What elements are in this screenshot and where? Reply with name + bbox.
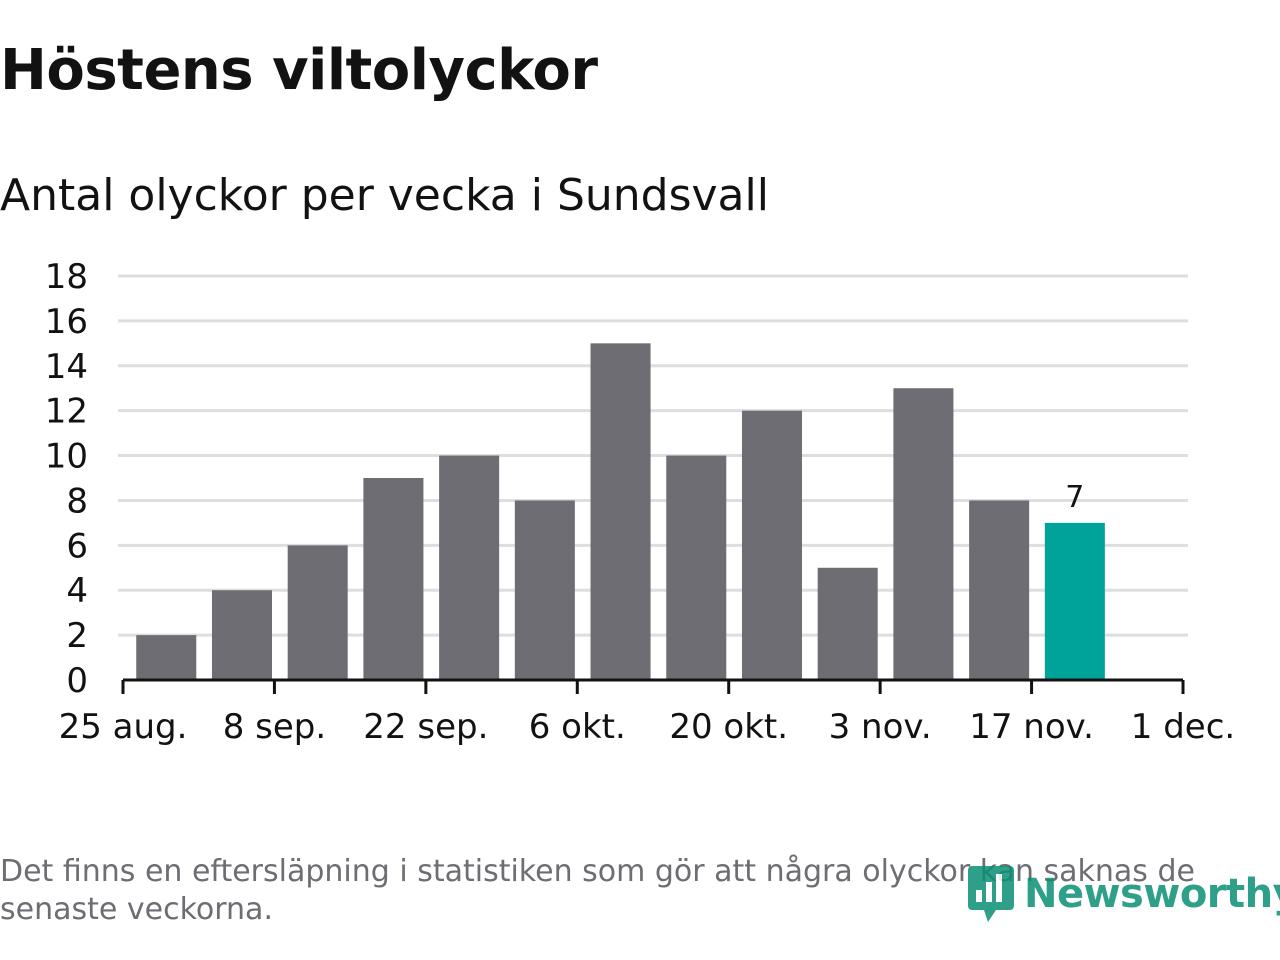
bar-2019-11-24 [1044,522,1105,680]
x-tick-label-2019-11-17: 17 nov. [969,707,1094,747]
y-tick-label-16: 16 [45,302,88,342]
y-tick-label-6: 6 [66,526,88,566]
newsworthy-logo: Newsworthy [966,862,1280,926]
chart-subtitle: Antal olyckor per vecka i Sundsvall [0,170,769,221]
data-label-2019-11-24: 7 [1065,480,1084,515]
bar-2019-09-01 [136,635,197,680]
x-tick-label-2019-10-06: 6 okt. [529,707,626,747]
bar-2019-09-08 [211,590,272,680]
bar-2019-11-17 [969,500,1030,680]
y-tick-label-0: 0 [66,661,88,701]
x-tick-label-2019-10-20: 20 okt. [669,707,788,747]
x-tick-label-2019-11-03: 3 nov. [829,707,932,747]
newsworthy-logo-text: Newsworthy [1024,871,1280,917]
y-tick-label-8: 8 [66,481,88,521]
y-tick-label-18: 18 [45,257,88,297]
bar-chart: 0 2 4 6 810 12 14 16 18 25 aug. 8 sep. 22 sep. 6 ok… [45,257,1236,747]
bar-2019-10-27 [741,410,802,680]
x-tick-label-2019-08-25: 25 aug. [59,707,188,747]
bars [136,343,1105,680]
x-tick-label-2019-09-22: 22 sep. [363,707,488,747]
x-tick-label-2019-09-08: 8 sep. [223,707,326,747]
bar-2019-11-10 [893,388,954,680]
bar-2019-10-06 [514,500,575,680]
y-tick-label-10: 10 [45,437,88,477]
bar-2019-09-29 [439,455,500,680]
bar-2019-09-22 [363,478,424,680]
data-labels: 7 [1065,480,1084,515]
x-axis-tick-labels: 25 aug. 8 sep. 22 sep. 6 okt. 20 okt. 3 nov. 1… [59,707,1236,747]
bar-2019-09-15 [287,545,348,680]
y-axis-tick-labels: 0 2 4 6 810 12 14 16 18 [45,257,88,701]
bar-2019-11-03 [817,567,878,680]
y-tick-label-2: 2 [66,616,88,656]
x-tick-label-2019-12-01: 1 dec. [1131,707,1235,747]
y-tick-label-14: 14 [45,347,88,387]
bar-2019-10-20 [666,455,727,680]
newsworthy-logo-icon [968,866,1014,922]
y-tick-label-12: 12 [45,392,88,432]
bar-2019-10-13 [590,343,651,680]
y-tick-label-4: 4 [66,571,88,611]
x-axis [121,678,1185,694]
chart-title: Höstens viltolyckor [0,38,598,103]
